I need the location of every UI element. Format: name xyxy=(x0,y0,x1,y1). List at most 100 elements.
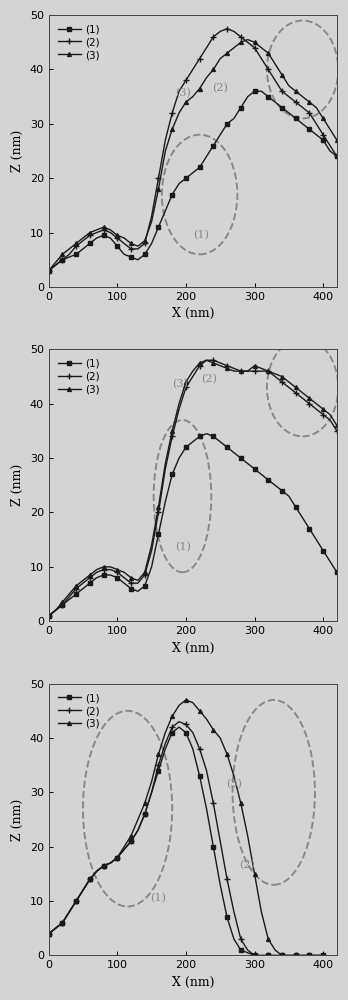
(2) xyxy=(60,599,64,611)
(1) xyxy=(108,232,112,244)
(1) xyxy=(88,577,92,589)
(3) xyxy=(122,232,126,244)
(3) xyxy=(136,240,140,252)
(2) xyxy=(307,398,311,410)
(3) xyxy=(177,699,181,711)
(3) xyxy=(170,710,174,722)
Y-axis label: Z (nm): Z (nm) xyxy=(11,464,24,506)
(2) xyxy=(129,243,133,255)
(3) xyxy=(287,949,291,961)
(1) xyxy=(294,501,298,513)
(3) xyxy=(321,949,325,961)
(2) xyxy=(122,237,126,249)
(1) xyxy=(204,150,208,162)
(2) xyxy=(314,949,318,961)
(3) xyxy=(54,256,58,268)
(1) xyxy=(211,430,215,442)
(3) xyxy=(198,83,202,95)
(2) xyxy=(232,906,236,918)
(1) xyxy=(252,463,256,475)
(3) xyxy=(300,387,304,399)
(2) xyxy=(273,371,277,383)
(3) xyxy=(307,96,311,108)
(2) xyxy=(314,403,318,415)
(1) xyxy=(95,572,99,584)
(1) xyxy=(143,248,147,260)
(1) xyxy=(150,561,154,573)
(2) xyxy=(246,944,250,956)
(3) xyxy=(115,564,119,576)
(2) xyxy=(102,860,106,872)
(1) xyxy=(294,949,298,961)
(1) xyxy=(74,895,78,907)
(2) xyxy=(204,354,208,366)
(3) xyxy=(204,354,208,366)
(2) xyxy=(266,949,270,961)
Text: (3): (3) xyxy=(226,779,242,789)
(2) xyxy=(115,232,119,244)
(1) xyxy=(136,824,140,836)
(2) xyxy=(115,852,119,864)
(2) xyxy=(259,365,263,377)
(1) xyxy=(74,588,78,600)
(1) xyxy=(232,447,236,459)
(3) xyxy=(294,949,298,961)
(1) xyxy=(163,496,167,508)
(3) xyxy=(184,376,188,388)
(2) xyxy=(67,906,71,918)
(2) xyxy=(239,365,243,377)
(1) xyxy=(198,161,202,173)
(3) xyxy=(225,748,229,760)
(3) xyxy=(307,392,311,404)
(3) xyxy=(74,580,78,592)
(2) xyxy=(60,917,64,929)
(1) xyxy=(191,436,195,448)
(2) xyxy=(191,63,195,75)
(2) xyxy=(321,409,325,421)
(2) xyxy=(198,53,202,65)
(3) xyxy=(163,727,167,739)
(3) xyxy=(218,732,222,744)
(3) xyxy=(115,852,119,864)
(1) xyxy=(143,808,147,820)
(2) xyxy=(273,949,277,961)
(3) xyxy=(300,91,304,103)
(1) xyxy=(81,583,85,595)
(2) xyxy=(280,949,284,961)
(2) xyxy=(321,949,325,961)
(3) xyxy=(280,949,284,961)
(1) xyxy=(335,566,339,578)
(3) xyxy=(136,574,140,586)
(2) xyxy=(252,949,256,961)
(1) xyxy=(259,949,263,961)
(1) xyxy=(129,835,133,847)
(3) xyxy=(280,69,284,81)
(2) xyxy=(307,107,311,119)
(2) xyxy=(177,85,181,97)
(1) xyxy=(163,743,167,755)
Text: (2): (2) xyxy=(239,860,255,870)
(3) xyxy=(47,928,51,940)
(1) xyxy=(115,240,119,252)
(1) xyxy=(163,205,167,217)
(2) xyxy=(129,577,133,589)
(1) xyxy=(54,604,58,616)
(1) xyxy=(266,474,270,486)
(1) xyxy=(314,129,318,141)
(1) xyxy=(211,140,215,152)
(1) xyxy=(239,102,243,114)
(1) xyxy=(129,583,133,595)
(2) xyxy=(102,224,106,236)
(2) xyxy=(191,727,195,739)
(3) xyxy=(321,112,325,124)
(3) xyxy=(252,360,256,372)
(1) xyxy=(156,221,160,233)
(3) xyxy=(163,145,167,157)
(3) xyxy=(266,933,270,945)
(1) xyxy=(115,572,119,584)
(1) xyxy=(232,933,236,945)
(1) xyxy=(67,906,71,918)
(1) xyxy=(95,232,99,244)
(2) xyxy=(108,227,112,239)
(1) xyxy=(328,555,332,567)
